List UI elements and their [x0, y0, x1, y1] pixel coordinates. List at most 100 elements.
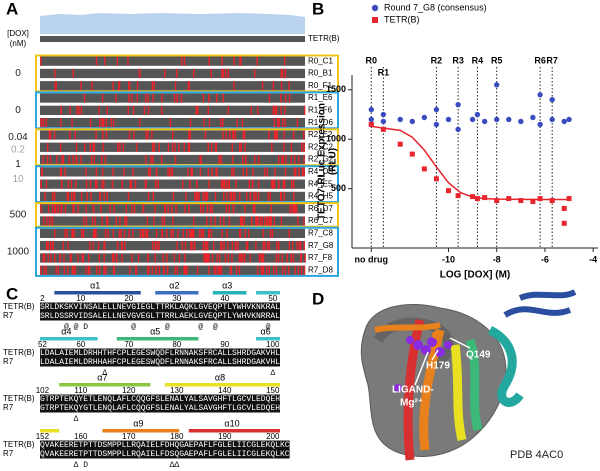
mutation-stripe: [282, 179, 285, 189]
sequence-background: [40, 311, 280, 321]
mutation-stripe: [252, 167, 254, 177]
mutation-stripe: [288, 81, 290, 91]
mutation-stripe: [169, 118, 172, 128]
mutation-stripe: [231, 142, 233, 152]
mutation-stripe: [101, 216, 103, 226]
mutation-stripe: [95, 130, 97, 140]
mutation-stripe: [230, 265, 233, 275]
mutation-stripe: [215, 167, 217, 177]
row-label: R1_E6: [308, 93, 333, 102]
mutation-stripe: [234, 130, 237, 140]
mutation-stripe: [276, 105, 278, 115]
round-marker-label: R4: [472, 55, 484, 65]
mutation-stripe: [202, 241, 205, 251]
mutation-stripe: [288, 265, 290, 275]
mutation-stripe: [156, 167, 158, 177]
mutation-stripe: [121, 241, 123, 251]
mutation-stripe: [198, 191, 200, 202]
mutation-stripe: [256, 265, 259, 275]
mutation-stripe: [235, 265, 238, 275]
mutation-stripe: [59, 142, 62, 152]
mutation-stripe: [230, 191, 233, 202]
mutation-stripe: [151, 130, 153, 140]
point: [433, 176, 439, 182]
mutation-stripe: [60, 105, 63, 115]
mutation-stripe: [72, 204, 74, 214]
mutation-stripe: [210, 216, 212, 226]
sequence-bar: [40, 241, 305, 251]
mutation-stripe: [206, 204, 209, 214]
mutation-stripe: [250, 216, 253, 226]
mutation-stripe: [208, 56, 210, 66]
mutation-stripe: [85, 216, 88, 226]
mutation-stripe: [102, 118, 104, 128]
sequence: SRLDSSRVIDSALELLNEVGVEGLTTRRLAEKLGVEQPTL…: [40, 312, 280, 321]
mutation-stripe: [105, 118, 108, 128]
mutation-stripe: [284, 167, 287, 177]
mutation-stripe: [216, 167, 218, 177]
mutation-stripe: [224, 68, 227, 79]
mutation-stripe: [116, 241, 119, 251]
point: [409, 118, 415, 125]
residue-number: 130: [170, 386, 184, 395]
mutation-stripe: [222, 68, 224, 79]
pointer: [431, 349, 439, 361]
mutation-stripe: [48, 130, 51, 140]
mutation-stripe: [173, 253, 175, 263]
mutation-stripe: [118, 228, 121, 238]
mutation-stripe: [45, 241, 48, 251]
helix-bar: [256, 291, 280, 295]
mutation-stripe: [158, 241, 160, 251]
mutation-stripe: [276, 118, 279, 128]
mutation-stripe: [95, 56, 98, 66]
mutation-stripe: [206, 191, 208, 202]
mutation-stripe: [212, 241, 215, 251]
legend-swatch: [372, 17, 378, 23]
mutation-marks: Δ Δ: [40, 369, 275, 378]
mutation-stripe: [80, 154, 82, 165]
helix-label: α7: [97, 372, 107, 382]
mutation-stripe: [158, 265, 161, 275]
mutation-stripe: [53, 204, 56, 214]
mutation-stripe: [43, 265, 45, 275]
mutation-stripe: [52, 241, 54, 251]
mutation-stripe: [106, 216, 108, 226]
mutation-stripe: [73, 204, 75, 214]
point: [433, 106, 440, 113]
mutation-stripe: [228, 204, 230, 214]
helix-label: α6: [260, 326, 270, 336]
mutation-stripe: [105, 265, 107, 275]
pointer: [449, 337, 471, 349]
mutation-stripe: [206, 216, 208, 226]
mutation-stripe: [213, 265, 215, 275]
mutation-stripe: [64, 228, 66, 238]
mutation-stripe: [204, 241, 207, 251]
mutation-stripe: [239, 216, 242, 226]
point: [421, 166, 427, 172]
helix-bar: [212, 291, 247, 295]
mutation-stripe: [99, 191, 101, 202]
sequence-bar: [40, 204, 305, 214]
mutation-stripe: [136, 93, 138, 103]
mutation-stripe: [95, 228, 97, 238]
dox-label: 0.04: [8, 132, 28, 143]
mutation-stripe: [227, 253, 229, 263]
point: [481, 118, 488, 125]
mutation-stripe: [228, 179, 230, 189]
mutation-stripe: [184, 265, 187, 275]
mutation-stripe: [303, 154, 305, 165]
mutation-stripe: [276, 241, 278, 251]
mutation-stripe: [80, 105, 83, 115]
mutation-stripe: [228, 216, 231, 226]
group-frame: [35, 54, 339, 93]
point: [470, 194, 476, 200]
mutation-stripe: [271, 142, 273, 152]
residue-number: 140: [218, 386, 232, 395]
mutation-stripe: [135, 265, 138, 275]
mutation-stripe: [227, 241, 229, 251]
mutation-stripe: [71, 228, 74, 238]
mutation-stripe: [125, 204, 128, 214]
mutation-stripe: [223, 216, 225, 226]
sequence-bar: [40, 179, 305, 189]
